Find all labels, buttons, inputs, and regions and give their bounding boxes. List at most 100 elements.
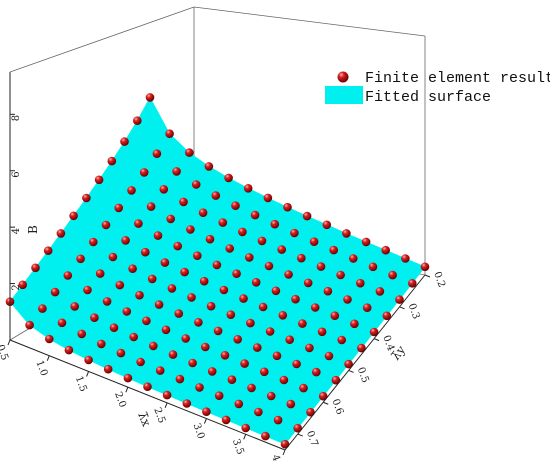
data-point — [375, 287, 385, 296]
data-point — [310, 303, 320, 312]
x-tick-label: 1.0 — [33, 359, 49, 378]
data-point — [258, 302, 268, 312]
data-point — [245, 253, 254, 262]
data-point — [198, 208, 208, 217]
data-point — [302, 211, 312, 221]
data-point — [101, 220, 111, 230]
data-point — [271, 286, 281, 296]
y-tick-label: 0.7 — [304, 429, 320, 448]
data-point — [136, 357, 145, 367]
data-point — [293, 423, 303, 433]
data-point — [152, 149, 162, 158]
data-point — [116, 348, 126, 358]
data-point — [254, 407, 263, 417]
y-tick-mark — [322, 401, 329, 405]
data-point — [317, 327, 327, 337]
y-tick-mark — [399, 306, 405, 310]
legend-label-surface: Fitted surface — [365, 89, 491, 106]
x-axis-line — [9, 339, 286, 451]
data-point — [38, 304, 47, 313]
data-point — [141, 247, 150, 257]
z-axis-label: B — [26, 225, 40, 234]
data-point — [265, 327, 275, 336]
data-point — [331, 375, 341, 385]
data-point — [356, 278, 365, 288]
y-tick-label: 0.2 — [431, 270, 447, 289]
data-point — [199, 276, 209, 286]
x-tick-mark — [164, 402, 168, 409]
y-tick-label: 0.4 — [380, 334, 396, 353]
data-point — [180, 267, 189, 277]
data-point — [162, 390, 172, 400]
data-point — [206, 301, 216, 311]
x-tick-mark — [203, 418, 207, 424]
data-point — [252, 343, 262, 352]
data-point — [83, 285, 92, 295]
data-point — [168, 350, 178, 359]
data-point — [290, 228, 299, 238]
data-point — [232, 269, 241, 279]
data-point — [266, 391, 276, 401]
data-point — [246, 318, 255, 328]
data-point — [362, 303, 372, 313]
data-point — [250, 210, 260, 220]
data-point — [56, 229, 66, 238]
data-point — [146, 202, 156, 211]
data-point — [243, 184, 253, 193]
data-point — [273, 415, 283, 425]
data-point — [277, 245, 287, 254]
data-point — [305, 343, 314, 353]
data-point — [220, 351, 230, 360]
data-point — [241, 423, 250, 433]
data-point — [239, 294, 248, 303]
x-tick-mark — [46, 355, 50, 361]
data-point — [204, 162, 214, 171]
data-point — [408, 279, 417, 288]
data-point — [123, 373, 133, 383]
data-point — [43, 246, 53, 255]
data-point — [316, 262, 326, 271]
data-point — [97, 339, 106, 349]
data-point — [227, 375, 237, 385]
data-point — [159, 185, 169, 194]
data-point — [224, 173, 233, 183]
data-point — [306, 407, 315, 417]
data-point — [127, 186, 136, 195]
data-point — [312, 367, 321, 377]
data-point — [284, 270, 293, 279]
x-tick-mark — [125, 386, 129, 393]
data-point — [324, 351, 334, 361]
x-tick-label: 3.5 — [230, 438, 246, 457]
data-point — [388, 270, 397, 280]
data-point — [139, 168, 149, 177]
data-point — [179, 197, 188, 207]
data-point — [299, 383, 308, 393]
data-point — [115, 280, 125, 290]
data-point — [182, 399, 192, 408]
data-point — [64, 345, 74, 355]
data-point — [263, 193, 273, 203]
data-point — [212, 260, 222, 270]
data-point — [129, 332, 138, 342]
data-point — [219, 285, 229, 295]
frame-edge — [193, 6, 426, 37]
data-point — [225, 244, 234, 253]
data-point — [297, 253, 306, 263]
x-axis-ticks: 0.5 1.0 1.5 2.0 2.5 3.0 3.5 4.0 — [0, 339, 286, 461]
data-point — [344, 359, 353, 369]
data-point — [173, 241, 182, 251]
data-point — [186, 225, 195, 234]
data-point — [172, 167, 181, 176]
data-point — [395, 295, 404, 304]
data-point — [286, 399, 296, 409]
x-tick-label: 0.5 — [0, 343, 10, 362]
x-tick-label: 1.5 — [73, 375, 89, 394]
data-point — [114, 203, 123, 213]
data-point — [202, 407, 211, 417]
data-point — [181, 334, 190, 343]
x-tick-mark — [86, 371, 90, 377]
data-point — [213, 326, 223, 336]
data-point — [31, 263, 40, 273]
data-point — [108, 252, 118, 262]
data-point — [211, 191, 221, 200]
